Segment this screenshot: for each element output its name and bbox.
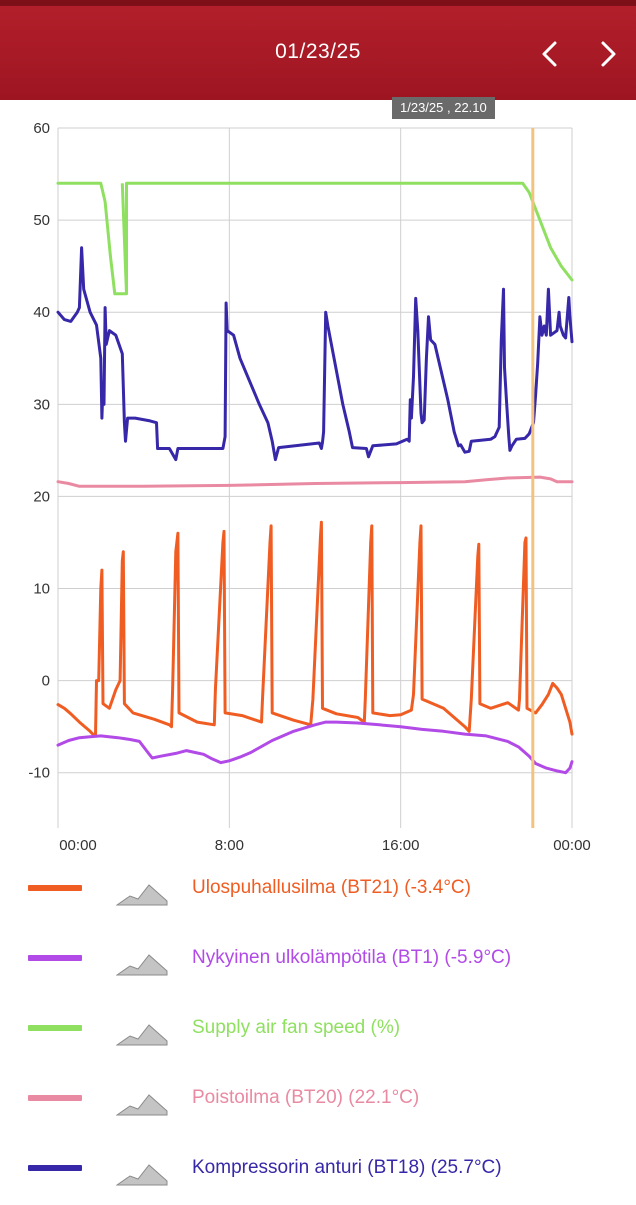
y-tick-label: 30	[33, 396, 50, 413]
mountain-icon[interactable]	[115, 1019, 168, 1047]
previous-day-button[interactable]	[530, 34, 570, 74]
legend-label: Poistoilma (BT20) (22.1°C)	[192, 1087, 420, 1108]
cursor-tooltip: 1/23/25 , 22.10	[392, 97, 495, 119]
legend-color-swatch	[28, 1025, 82, 1031]
legend-label: Nykyinen ulkolämpötila (BT1) (-5.9°C)	[192, 947, 512, 968]
series-line-supply-air-fan-speed	[56, 181, 574, 296]
y-tick-label: 50	[33, 212, 50, 229]
y-tick-label: 40	[33, 304, 50, 321]
legend-item[interactable]: Nykyinen ulkolämpötila (BT1) (-5.9°C)	[0, 925, 636, 995]
mountain-icon[interactable]	[115, 879, 168, 907]
x-tick-label: 8:00	[215, 837, 244, 854]
series-line-ulospuhallusilma-bt21	[56, 520, 574, 738]
series-line-supply-air-fan-speed-segment	[120, 183, 128, 294]
legend-color-swatch	[28, 885, 82, 891]
chevron-left-icon	[542, 41, 557, 67]
mountain-icon[interactable]	[115, 1089, 168, 1117]
legend-color-swatch	[28, 1095, 82, 1101]
series-line-nykyinen-ulkol-mp-tila-bt1	[56, 720, 574, 775]
legend-color-swatch	[28, 955, 82, 961]
next-day-button[interactable]	[588, 34, 628, 74]
legend-label: Kompressorin anturi (BT18) (25.7°C)	[192, 1157, 502, 1178]
x-tick-label: 00:00	[553, 837, 591, 854]
y-tick-label: 10	[33, 581, 50, 598]
legend-label: Ulospuhallusilma (BT21) (-3.4°C)	[192, 877, 471, 898]
chevron-right-icon	[601, 41, 616, 67]
x-tick-label: 16:00	[382, 837, 420, 854]
header-bar: 01/23/25	[0, 0, 636, 100]
legend-label: Supply air fan speed (%)	[192, 1017, 401, 1038]
header-top-line	[0, 0, 636, 6]
legend-item[interactable]: Supply air fan speed (%)	[0, 995, 636, 1065]
date-title: 01/23/25	[275, 40, 361, 63]
y-tick-label: 20	[33, 488, 50, 505]
legend-item[interactable]: Ulospuhallusilma (BT21) (-3.4°C)	[0, 855, 636, 925]
legend-item[interactable]: Poistoilma (BT20) (22.1°C)	[0, 1065, 636, 1135]
series-line-poistoilma-bt20	[56, 475, 574, 488]
chart-area[interactable]: -10 0 10 20 30 40 50 60 00:00 8:00 16:00 00:00	[0, 100, 636, 865]
legend-color-swatch	[28, 1165, 82, 1171]
y-tick-label: -10	[28, 765, 50, 782]
x-tick-label: 00:00	[59, 837, 97, 854]
y-tick-label: 0	[42, 673, 50, 690]
mountain-icon[interactable]	[115, 1159, 168, 1187]
legend-item[interactable]: Kompressorin anturi (BT18) (25.7°C)	[0, 1135, 636, 1205]
mountain-icon[interactable]	[115, 949, 168, 977]
line-chart[interactable]: -10 0 10 20 30 40 50 60 00:00 8:00 16:00 00:00	[0, 100, 636, 865]
series-line-kompressorin-anturi-bt18	[56, 246, 574, 462]
y-tick-label: 60	[33, 120, 50, 137]
